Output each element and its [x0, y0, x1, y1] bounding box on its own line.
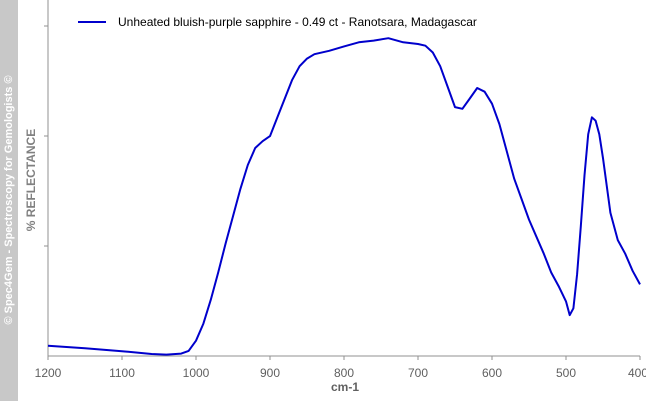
x-tick-label: 900	[260, 366, 280, 380]
legend-entry: Unheated bluish-purple sapphire - 0.49 c…	[118, 15, 477, 29]
x-tick-label: 500	[556, 366, 576, 380]
x-axis-label: cm-1	[331, 380, 359, 394]
x-ticks: 1200 1100 1000 900 800 700 600 500 400	[35, 356, 646, 380]
y-ticks	[44, 25, 48, 247]
x-tick-label: 600	[482, 366, 502, 380]
x-tick-label: 1000	[183, 366, 210, 380]
x-tick-label: 400	[628, 366, 646, 380]
series-group	[47, 37, 641, 356]
legend: Unheated bluish-purple sapphire - 0.49 c…	[78, 15, 477, 29]
side-band: © Spec4Gem - Spectroscopy for Gemologist…	[0, 0, 18, 401]
series-line	[47, 37, 641, 356]
x-tick-label: 1100	[109, 366, 135, 380]
x-tick-label: 1200	[35, 366, 62, 380]
axes	[47, 0, 640, 357]
x-tick-label: 800	[334, 366, 354, 380]
x-tick-label: 700	[408, 366, 428, 380]
